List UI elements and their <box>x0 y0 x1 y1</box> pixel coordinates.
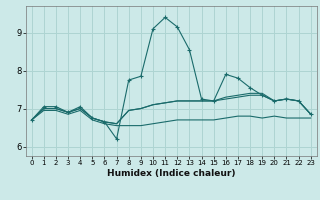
X-axis label: Humidex (Indice chaleur): Humidex (Indice chaleur) <box>107 169 236 178</box>
